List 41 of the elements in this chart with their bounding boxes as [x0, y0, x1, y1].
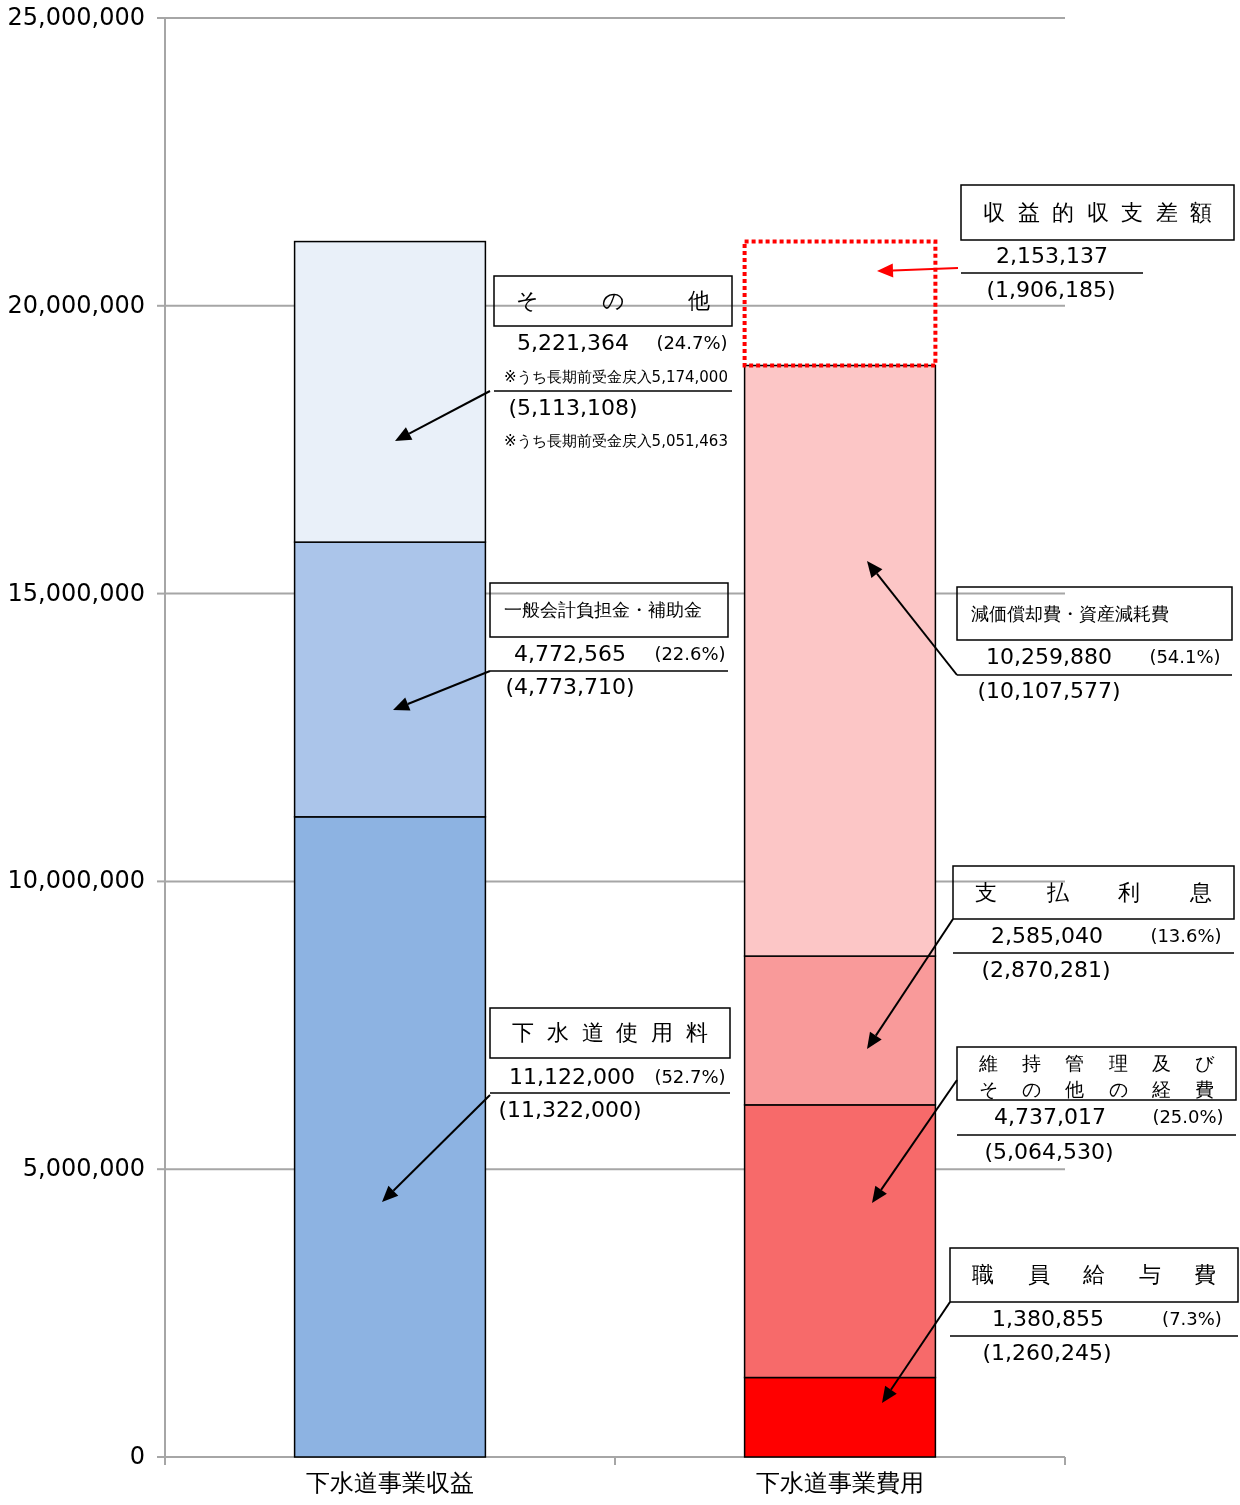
text: 収益的収支差額	[983, 199, 1212, 225]
annotation: (22.6%)	[654, 643, 726, 664]
y-tick-label: 15,000,000	[7, 578, 145, 607]
series-label: 減価償却費・資産減耗費	[971, 602, 1169, 624]
y-tick-label: 25,000,000	[7, 3, 145, 31]
y-tick-label: 20,000,000	[7, 290, 145, 319]
x-tick-label: 下水道事業収益	[306, 1469, 474, 1497]
annotation: 11,122,000	[509, 1064, 635, 1089]
annotation: (2,870,281)	[981, 957, 1111, 982]
annotation: (10,107,577)	[977, 678, 1121, 703]
series-label: その他	[516, 288, 710, 313]
series-label: 下水道使用料	[512, 1020, 708, 1045]
annotation: 4,737,017	[994, 1104, 1106, 1129]
y-tick-label: 0	[129, 1442, 145, 1470]
y-tick-label: 5,000,000	[22, 1154, 145, 1183]
annotation: (4,773,710)	[505, 674, 635, 699]
annotation: 5,221,364	[517, 330, 629, 355]
series-label: 一般会計負担金・補助金	[504, 599, 702, 620]
text: 職員給与費	[972, 1262, 1216, 1287]
text: 維持管理及びその他の経費	[978, 1051, 1215, 1100]
annotation: 2,153,137	[996, 243, 1108, 268]
text: 支払利息	[975, 879, 1212, 905]
annotation: (1,906,185)	[986, 277, 1116, 302]
x-tick-label: 下水道事業費用	[756, 1469, 924, 1497]
annotation: (11,322,000)	[498, 1097, 642, 1122]
annotation: (52.7%)	[654, 1066, 726, 1087]
text: (13.6%)	[1150, 925, 1222, 946]
annotation: ※うち長期前受金戻入5,174,000	[504, 367, 728, 386]
y-tick-label: 10,000,000	[7, 866, 145, 895]
annotation: ※うち長期前受金戻入5,051,463	[504, 431, 728, 450]
text: (25.0%)	[1152, 1106, 1224, 1127]
text: (54.1%)	[1149, 646, 1221, 667]
text: (7.3%)	[1162, 1308, 1222, 1329]
annotation: 2,585,040	[991, 923, 1103, 948]
annotation: 4,772,565	[514, 641, 626, 666]
annotation: (1,260,245)	[982, 1340, 1112, 1365]
annotation: (5,064,530)	[984, 1139, 1114, 1164]
annotation: 1,380,855	[992, 1306, 1104, 1331]
annotation: (5,113,108)	[508, 395, 638, 420]
annotation: 10,259,880	[986, 644, 1112, 669]
annotation: (24.7%)	[656, 332, 728, 353]
